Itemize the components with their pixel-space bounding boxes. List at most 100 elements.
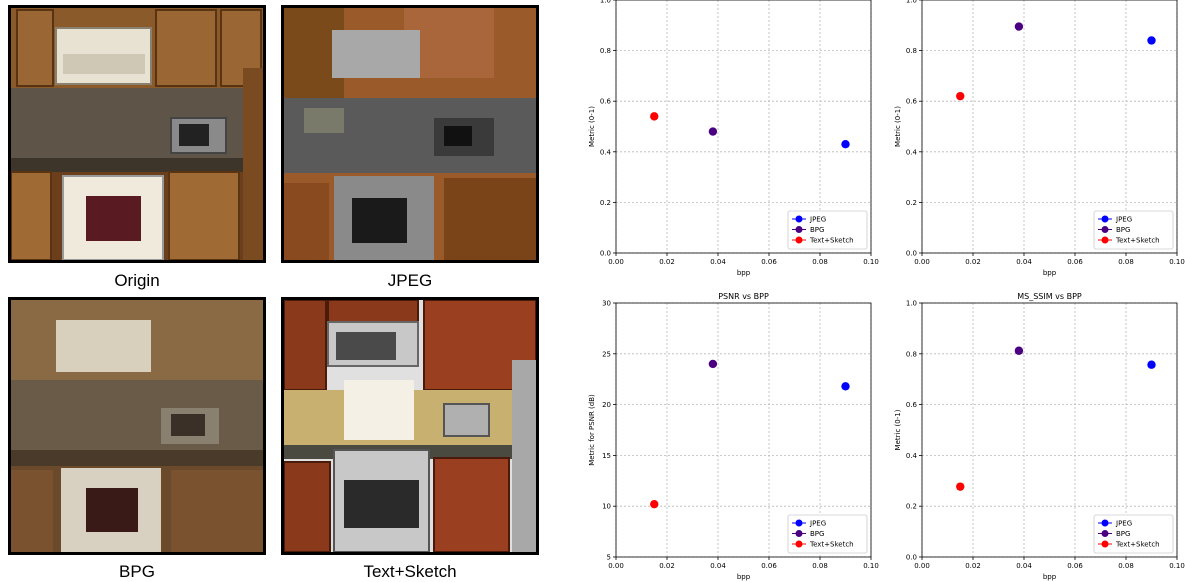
- image-panel-origin: [8, 5, 266, 263]
- y-tick-label: 0.2: [906, 199, 917, 207]
- x-tick-label: 0.10: [1169, 258, 1185, 266]
- image-caption-text-sketch: Text+Sketch: [363, 562, 457, 581]
- legend-box: [1093, 514, 1174, 554]
- x-tick-label: 0.10: [1169, 562, 1185, 570]
- legend-swatch-marker: [795, 540, 803, 548]
- data-point-bpg: [1014, 346, 1024, 355]
- image-caption-bpg: BPG: [119, 562, 155, 581]
- x-axis-label: bpp: [1043, 269, 1057, 277]
- legend-swatch-marker: [795, 236, 803, 244]
- image-caption-origin: Origin: [114, 271, 160, 290]
- y-tick-label: 25: [602, 350, 611, 358]
- x-tick-label: 0.10: [863, 562, 879, 570]
- y-tick-label: 0.2: [600, 199, 611, 207]
- y-tick-label: 0.6: [600, 98, 612, 106]
- data-point-text-sketch: [956, 91, 965, 101]
- legend-swatch-marker: [1101, 540, 1109, 548]
- data-point-jpeg: [1147, 360, 1156, 369]
- x-tick-label: 0.04: [1016, 562, 1032, 570]
- x-tick-label: 0.08: [1118, 562, 1134, 570]
- image-panel-bpg: [8, 297, 266, 555]
- x-tick-label: 0.00: [914, 258, 930, 266]
- legend-swatch-marker: [1101, 519, 1109, 527]
- chart-title: PSNR vs BPP: [718, 292, 769, 301]
- y-axis-label: Metric (0-1): [588, 106, 596, 147]
- y-tick-label: 0.6: [906, 98, 918, 106]
- y-tick-label: 15: [602, 452, 611, 460]
- legend-swatch-marker: [1101, 226, 1109, 233]
- data-point-jpeg: [841, 382, 850, 391]
- x-axis-label: bpp: [737, 269, 751, 277]
- data-point-bpg: [1014, 22, 1024, 31]
- plot-frame: [921, 0, 1178, 254]
- y-tick-label: 1.0: [906, 300, 917, 308]
- legend-label: JPEG: [809, 520, 826, 528]
- legend-swatch-marker: [1101, 530, 1109, 537]
- data-point-text-sketch: [956, 482, 965, 491]
- legend-label: BPG: [1116, 530, 1130, 538]
- y-tick-label: 1.0: [600, 0, 611, 5]
- chart-2: 0.00 0.02 0.04 0.06 0.08 0.10 5 10 15 20 25 30 PSNR …: [588, 292, 879, 581]
- x-tick-label: 0.04: [710, 258, 726, 266]
- plot-frame: [615, 302, 872, 558]
- y-tick-label: 0.4: [906, 148, 918, 156]
- x-tick-label: 0.00: [608, 562, 624, 570]
- y-tick-label: 0.0: [600, 250, 611, 258]
- y-tick-label: 10: [602, 503, 611, 511]
- x-tick-label: 0.02: [965, 562, 981, 570]
- legend-label: Text+Sketch: [1115, 237, 1160, 245]
- legend-label: BPG: [810, 530, 824, 538]
- chart-0: 0.00 0.02 0.04 0.06 0.08 0.10 0.0 0.2 0.4 0.6 0.8 1…: [588, 0, 879, 277]
- legend-label: Text+Sketch: [1115, 541, 1160, 549]
- x-tick-label: 0.06: [1067, 258, 1083, 266]
- image-panel-text-sketch: [281, 297, 539, 555]
- data-point-bpg: [708, 127, 718, 136]
- x-axis-label: bpp: [1043, 573, 1057, 581]
- y-tick-label: 0.4: [906, 452, 918, 460]
- legend-box: [787, 514, 868, 554]
- plot-frame: [615, 0, 872, 254]
- x-tick-label: 0.08: [1118, 258, 1134, 266]
- y-tick-label: 0.4: [600, 148, 612, 156]
- x-tick-label: 0.10: [863, 258, 879, 266]
- y-axis-label: Metric (0-1): [894, 106, 902, 147]
- data-point-text-sketch: [650, 112, 659, 121]
- legend-swatch-marker: [795, 530, 803, 537]
- legend-label: Text+Sketch: [809, 541, 854, 549]
- y-tick-label: 0.0: [906, 554, 917, 562]
- legend-label: Text+Sketch: [809, 237, 854, 245]
- y-tick-label: 0.6: [906, 401, 918, 409]
- x-tick-label: 0.08: [812, 258, 828, 266]
- y-axis-label: Metric (0-1): [894, 409, 902, 450]
- x-tick-label: 0.00: [914, 562, 930, 570]
- x-tick-label: 0.04: [710, 562, 726, 570]
- legend-swatch-marker: [1101, 236, 1109, 244]
- y-tick-label: 5: [607, 554, 611, 562]
- y-tick-label: 0.8: [906, 47, 917, 55]
- data-point-jpeg: [841, 140, 850, 149]
- x-axis-label: bpp: [737, 573, 751, 581]
- legend-swatch-marker: [1101, 215, 1109, 223]
- y-tick-label: 30: [602, 300, 611, 308]
- legend-label: JPEG: [809, 216, 826, 224]
- y-tick-label: 0.8: [906, 350, 917, 358]
- y-tick-label: 20: [602, 401, 611, 409]
- data-point-jpeg: [1147, 36, 1156, 45]
- legend-label: BPG: [810, 226, 824, 234]
- legend-swatch-marker: [795, 215, 803, 223]
- y-tick-label: 1.0: [906, 0, 917, 5]
- chart-3: 0.00 0.02 0.04 0.06 0.08 0.10 0.0 0.2 0.4 0.6 0.8 1…: [894, 292, 1185, 581]
- x-tick-label: 0.06: [761, 562, 777, 570]
- legend-swatch-marker: [795, 226, 803, 233]
- legend-label: JPEG: [1115, 216, 1132, 224]
- legend-swatch-marker: [795, 519, 803, 527]
- legend-label: BPG: [1116, 226, 1130, 234]
- y-tick-label: 0.2: [906, 503, 917, 511]
- image-caption-jpeg: JPEG: [387, 271, 433, 290]
- x-tick-label: 0.06: [1067, 562, 1083, 570]
- legend-label: JPEG: [1115, 520, 1132, 528]
- chart-title: MS_SSIM vs BPP: [1017, 292, 1082, 301]
- x-tick-label: 0.02: [659, 562, 675, 570]
- image-panel-jpeg: [281, 5, 539, 263]
